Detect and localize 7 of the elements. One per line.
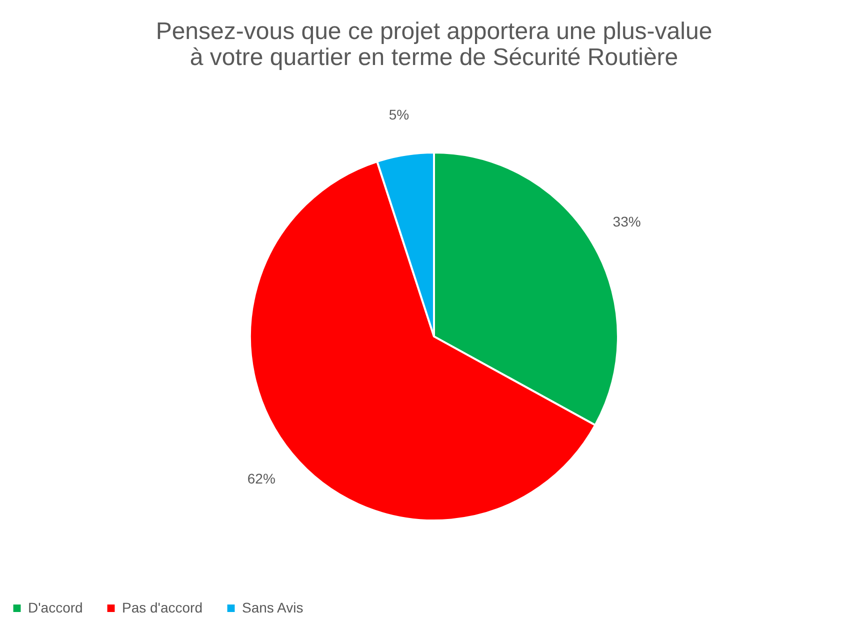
chart-title: Pensez-vous que ce projet apportera une plus-value à votre quartier en terme de Sécurité Routière — [156, 18, 712, 71]
data-label: 62% — [247, 470, 276, 486]
data-label: 5% — [388, 106, 410, 122]
data-label: 33% — [612, 213, 641, 230]
legend-label: Pas d'accord — [122, 599, 202, 616]
legend-label: D'accord — [28, 599, 83, 616]
legend-label: Sans Avis — [242, 599, 304, 616]
